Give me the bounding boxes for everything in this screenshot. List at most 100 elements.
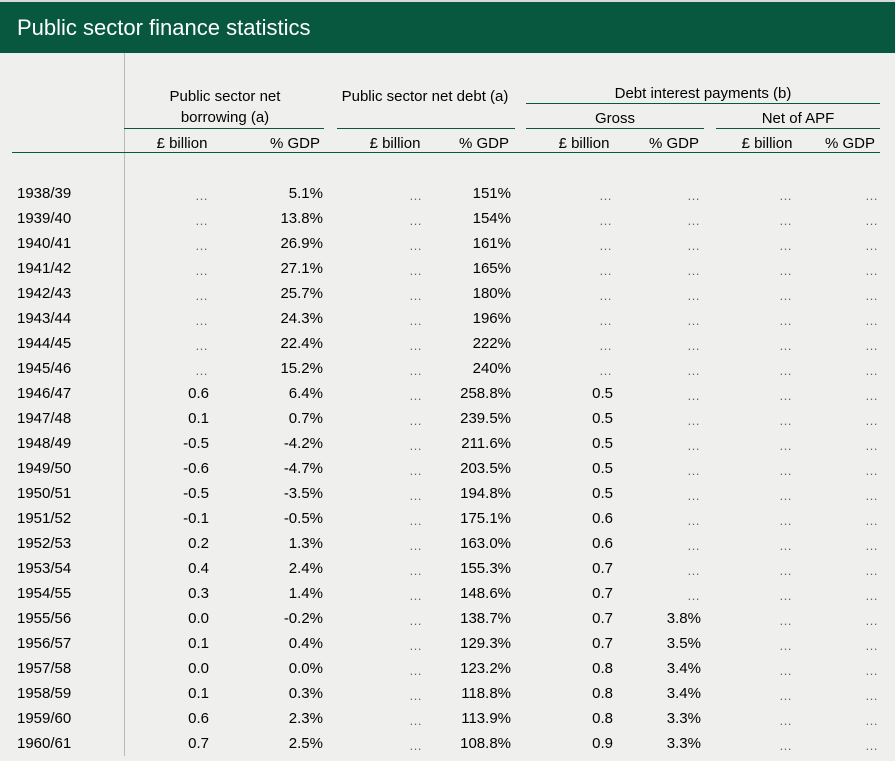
- cell-apf-bn[interactable]: …: [779, 413, 793, 428]
- cell-debt-bn[interactable]: …: [409, 388, 423, 403]
- cell-debt-gdp[interactable]: 222%: [472, 335, 511, 352]
- cell-year[interactable]: 1945/46: [17, 360, 72, 377]
- cell-year[interactable]: 1955/56: [17, 610, 72, 627]
- cell-borrowing-bn[interactable]: …: [195, 263, 209, 278]
- cell-debt-bn[interactable]: …: [409, 263, 423, 278]
- cell-year[interactable]: 1958/59: [17, 685, 72, 702]
- cell-borrowing-gdp[interactable]: 0.4%: [288, 635, 323, 652]
- cell-gross-gdp[interactable]: …: [687, 338, 701, 353]
- cell-year[interactable]: 1953/54: [17, 560, 72, 577]
- cell-apf-gdp[interactable]: …: [865, 238, 879, 253]
- cell-apf-gdp[interactable]: …: [865, 288, 879, 303]
- cell-debt-bn[interactable]: …: [409, 338, 423, 353]
- cell-gross-gdp[interactable]: …: [687, 263, 701, 278]
- cell-apf-bn[interactable]: …: [779, 738, 793, 753]
- cell-apf-gdp[interactable]: …: [865, 488, 879, 503]
- cell-gross-bn[interactable]: …: [599, 188, 613, 203]
- cell-debt-bn[interactable]: …: [409, 413, 423, 428]
- cell-debt-gdp[interactable]: 240%: [472, 360, 511, 377]
- cell-apf-bn[interactable]: …: [779, 288, 793, 303]
- cell-debt-gdp[interactable]: 194.8%: [460, 485, 511, 502]
- cell-borrowing-gdp[interactable]: 2.4%: [288, 560, 323, 577]
- cell-borrowing-gdp[interactable]: 2.5%: [288, 735, 323, 752]
- cell-gross-bn[interactable]: 0.5: [592, 460, 613, 477]
- cell-gross-bn[interactable]: 0.7: [592, 560, 613, 577]
- cell-apf-gdp[interactable]: …: [865, 338, 879, 353]
- cell-apf-bn[interactable]: …: [779, 263, 793, 278]
- cell-year[interactable]: 1941/42: [17, 260, 72, 277]
- cell-apf-bn[interactable]: …: [779, 613, 793, 628]
- cell-apf-gdp[interactable]: …: [865, 588, 879, 603]
- cell-year[interactable]: 1947/48: [17, 410, 72, 427]
- cell-borrowing-gdp[interactable]: 24.3%: [280, 310, 323, 327]
- cell-borrowing-bn[interactable]: …: [195, 288, 209, 303]
- cell-apf-bn[interactable]: …: [779, 588, 793, 603]
- cell-borrowing-bn[interactable]: 0.6: [188, 710, 209, 727]
- cell-debt-gdp[interactable]: 118.8%: [461, 685, 511, 702]
- cell-gross-bn[interactable]: 0.7: [592, 585, 613, 602]
- cell-debt-gdp[interactable]: 165%: [472, 260, 511, 277]
- cell-apf-gdp[interactable]: …: [865, 413, 879, 428]
- cell-gross-gdp[interactable]: …: [687, 213, 701, 228]
- cell-gross-gdp[interactable]: …: [687, 313, 701, 328]
- cell-debt-gdp[interactable]: 138.7%: [460, 610, 511, 627]
- cell-borrowing-bn[interactable]: -0.6: [183, 460, 209, 477]
- cell-apf-bn[interactable]: …: [779, 638, 793, 653]
- cell-debt-gdp[interactable]: 154%: [472, 210, 511, 227]
- cell-borrowing-bn[interactable]: -0.1: [183, 510, 209, 527]
- cell-year[interactable]: 1943/44: [17, 310, 72, 327]
- cell-debt-bn[interactable]: …: [409, 638, 423, 653]
- cell-gross-gdp[interactable]: …: [687, 238, 701, 253]
- cell-borrowing-gdp[interactable]: -4.7%: [283, 460, 323, 477]
- cell-gross-gdp[interactable]: …: [687, 188, 701, 203]
- cell-debt-bn[interactable]: …: [409, 488, 423, 503]
- cell-debt-gdp[interactable]: 155.3%: [460, 560, 511, 577]
- cell-gross-bn[interactable]: …: [599, 313, 613, 328]
- cell-debt-gdp[interactable]: 148.6%: [460, 585, 511, 602]
- cell-apf-gdp[interactable]: …: [865, 463, 879, 478]
- cell-debt-gdp[interactable]: 211.6%: [461, 435, 511, 452]
- cell-apf-gdp[interactable]: …: [865, 663, 879, 678]
- cell-apf-gdp[interactable]: …: [865, 313, 879, 328]
- cell-borrowing-gdp[interactable]: 0.7%: [288, 410, 323, 427]
- cell-debt-bn[interactable]: …: [409, 288, 423, 303]
- cell-borrowing-bn[interactable]: 0.3: [188, 585, 209, 602]
- cell-borrowing-bn[interactable]: 0.1: [188, 635, 209, 652]
- cell-borrowing-bn[interactable]: 0.0: [188, 660, 209, 677]
- cell-apf-gdp[interactable]: …: [865, 688, 879, 703]
- cell-apf-bn[interactable]: …: [779, 663, 793, 678]
- cell-apf-bn[interactable]: …: [779, 563, 793, 578]
- cell-borrowing-bn[interactable]: 0.6: [188, 385, 209, 402]
- cell-debt-gdp[interactable]: 239.5%: [460, 410, 511, 427]
- cell-apf-bn[interactable]: …: [779, 513, 793, 528]
- cell-borrowing-bn[interactable]: …: [195, 363, 209, 378]
- cell-year[interactable]: 1951/52: [17, 510, 72, 527]
- cell-year[interactable]: 1944/45: [17, 335, 72, 352]
- cell-gross-gdp[interactable]: …: [687, 588, 701, 603]
- cell-gross-bn[interactable]: 0.6: [592, 535, 613, 552]
- cell-gross-bn[interactable]: …: [599, 263, 613, 278]
- cell-borrowing-bn[interactable]: 0.7: [188, 735, 209, 752]
- cell-borrowing-gdp[interactable]: 22.4%: [280, 335, 323, 352]
- cell-gross-gdp[interactable]: …: [687, 363, 701, 378]
- cell-gross-gdp[interactable]: …: [687, 513, 701, 528]
- cell-borrowing-bn[interactable]: -0.5: [183, 435, 209, 452]
- cell-borrowing-gdp[interactable]: 25.7%: [280, 285, 323, 302]
- cell-apf-gdp[interactable]: …: [865, 363, 879, 378]
- cell-year[interactable]: 1948/49: [17, 435, 72, 452]
- cell-year[interactable]: 1954/55: [17, 585, 72, 602]
- cell-debt-bn[interactable]: …: [409, 613, 423, 628]
- cell-gross-bn[interactable]: 0.5: [592, 435, 613, 452]
- cell-gross-bn[interactable]: 0.5: [592, 385, 613, 402]
- cell-gross-gdp[interactable]: …: [687, 288, 701, 303]
- cell-gross-bn[interactable]: …: [599, 338, 613, 353]
- cell-apf-bn[interactable]: …: [779, 313, 793, 328]
- cell-year[interactable]: 1950/51: [17, 485, 72, 502]
- cell-debt-bn[interactable]: …: [409, 713, 423, 728]
- cell-borrowing-gdp[interactable]: 27.1%: [280, 260, 323, 277]
- cell-apf-gdp[interactable]: …: [865, 213, 879, 228]
- cell-debt-gdp[interactable]: 123.2%: [460, 660, 511, 677]
- cell-debt-bn[interactable]: …: [409, 438, 423, 453]
- cell-gross-bn[interactable]: 0.9: [592, 735, 613, 752]
- cell-apf-gdp[interactable]: …: [865, 513, 879, 528]
